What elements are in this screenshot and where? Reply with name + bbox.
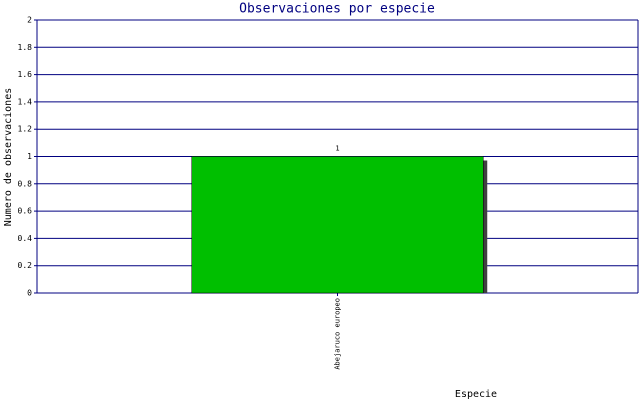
bar <box>191 156 484 294</box>
y-tick-label: 0.2 <box>18 261 33 270</box>
y-tick-label: 0.8 <box>18 179 33 188</box>
y-tick-label: 1.4 <box>18 97 33 106</box>
chart-title: Observaciones por especie <box>239 2 435 17</box>
y-tick-label: 1 <box>27 152 32 161</box>
y-tick-label: 2 <box>27 16 32 25</box>
y-tick-label: 1.2 <box>18 125 33 134</box>
x-axis-label: Especie <box>455 389 497 400</box>
y-tick-label: 0.6 <box>18 207 33 216</box>
y-axis-label: Numero de observaciones <box>3 88 14 226</box>
y-tick-label: 0.4 <box>18 234 33 243</box>
y-tick-label: 1.6 <box>18 70 33 79</box>
y-tick-label: 0 <box>27 289 32 298</box>
x-tick-label: Abejaruco europeo <box>334 298 342 370</box>
y-tick-label: 1.8 <box>18 43 33 52</box>
value-label: 1 <box>335 145 339 153</box>
